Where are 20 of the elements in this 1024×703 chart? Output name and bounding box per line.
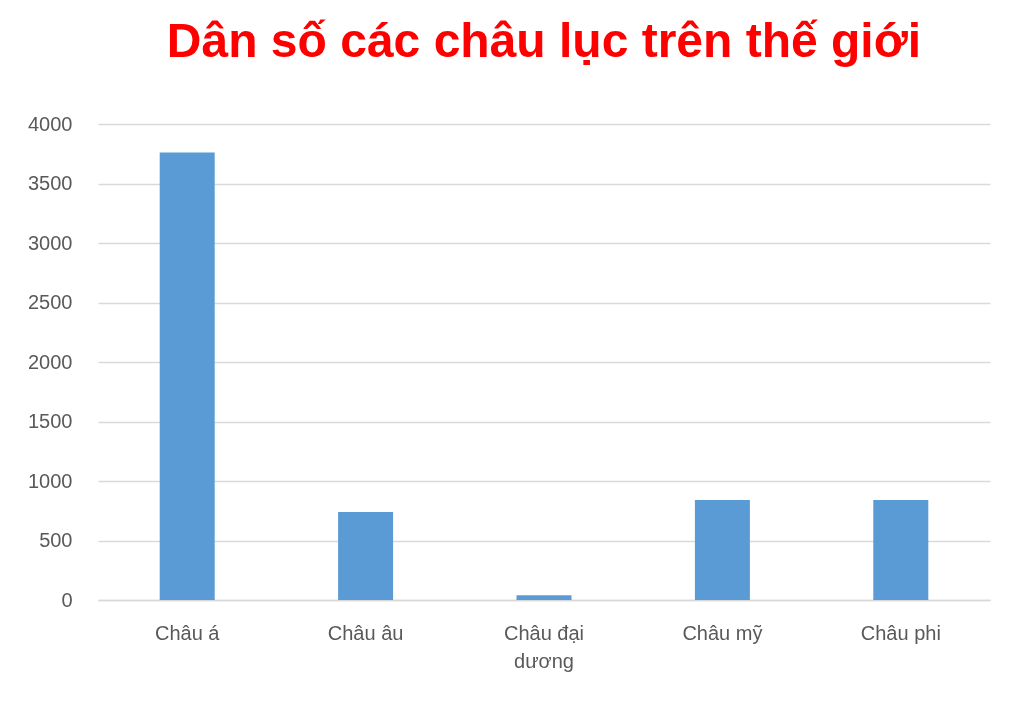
y-tick-label: 1000	[28, 469, 73, 492]
y-tick-label: 3500	[28, 172, 73, 194]
x-tick-label: Châu phi	[860, 621, 941, 644]
y-tick-label: 1500	[28, 410, 73, 432]
bar	[694, 500, 750, 600]
bar	[159, 152, 215, 600]
x-tick-label: Châu âu	[327, 621, 404, 644]
x-tick-label: Châu đại dương	[503, 621, 585, 672]
chart-title: Dân số các châu lục trên thế giới	[166, 14, 922, 67]
x-tick-label: Châu á	[154, 621, 221, 644]
y-tick-label: 0	[61, 588, 73, 611]
x-tick-label: Châu mỹ	[682, 621, 763, 644]
y-tick-label: 500	[39, 529, 73, 551]
y-tick-label: 2500	[28, 291, 73, 313]
y-tick-label: 2000	[28, 350, 73, 373]
bar	[873, 500, 929, 600]
bar	[338, 511, 394, 600]
y-tick-label: 4000	[28, 112, 73, 135]
y-tick-label: 3000	[28, 231, 73, 254]
bar	[516, 595, 572, 600]
